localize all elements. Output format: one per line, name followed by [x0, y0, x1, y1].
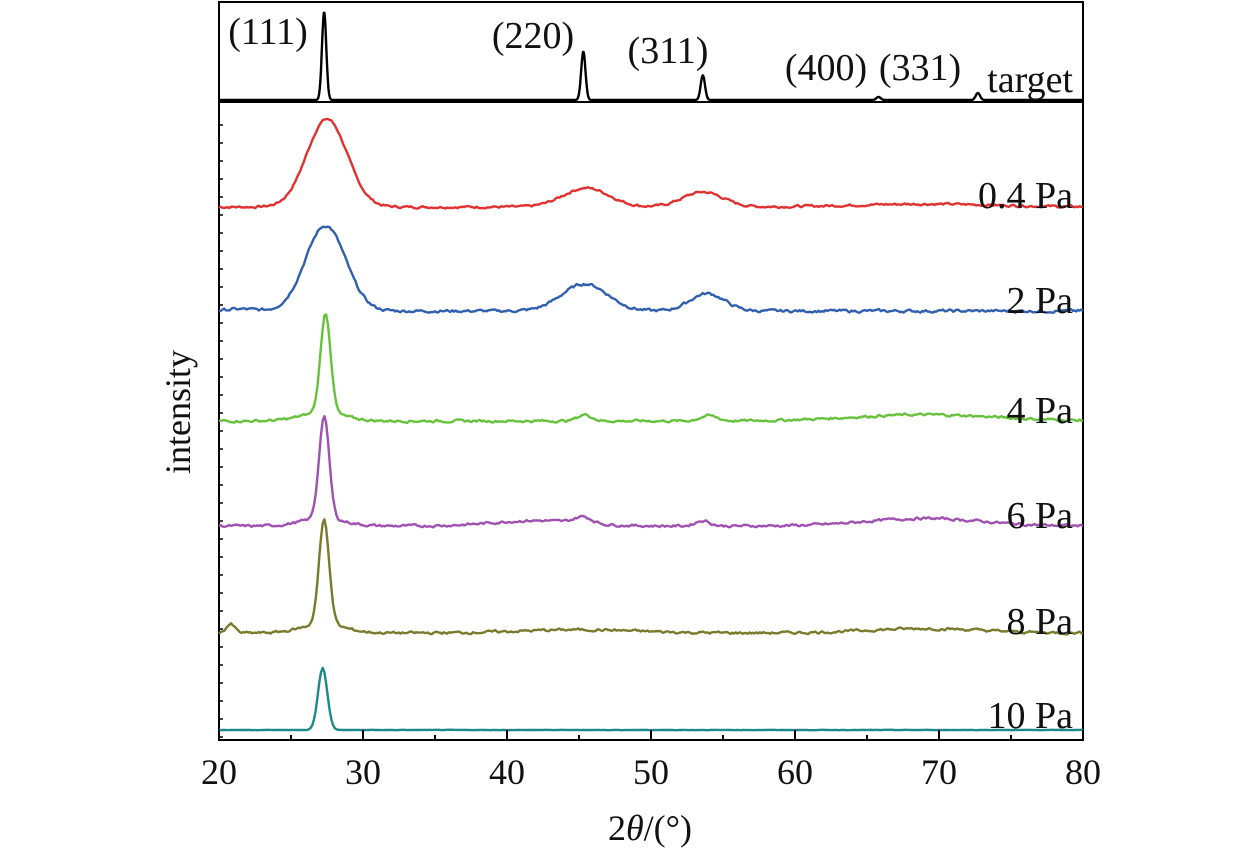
- series-layer: [218, 11, 1084, 732]
- peak-label: (400): [785, 47, 867, 89]
- x-tick-label: 40: [489, 752, 525, 792]
- peak-label: (111): [228, 11, 308, 53]
- series-line-3: [218, 313, 1084, 424]
- peak-label: (311): [628, 30, 709, 72]
- series-line-2: [219, 225, 1084, 314]
- x-tick-label: 50: [633, 752, 669, 792]
- peak-label: (220): [492, 15, 574, 57]
- series-line-0: [218, 11, 1084, 102]
- x-tick-label: 20: [201, 752, 237, 792]
- x-axis-label-symbol: θ: [626, 808, 644, 848]
- series-line-5: [218, 518, 1084, 636]
- peak-label: (331): [879, 47, 961, 89]
- series-label: 0.4 Pa: [978, 175, 1073, 217]
- series-label: 6 Pa: [1007, 495, 1074, 537]
- x-axis-label-prefix: 2: [608, 808, 626, 848]
- x-tick-label: 80: [1065, 752, 1101, 792]
- series-label: 4 Pa: [1007, 390, 1074, 432]
- series-label: 10 Pa: [988, 695, 1074, 737]
- series-line-4: [218, 414, 1084, 529]
- x-tick-label: 30: [345, 752, 381, 792]
- x-axis-label: 2θ/(°): [608, 808, 692, 848]
- series-line-1: [218, 117, 1084, 210]
- series-label: 8 Pa: [1007, 601, 1074, 643]
- x-axis-label-suffix: /(°): [644, 808, 692, 848]
- x-tick-label: 70: [921, 752, 957, 792]
- series-label: target: [987, 59, 1073, 101]
- series-label: 2 Pa: [1007, 280, 1074, 322]
- y-axis-label: intensity: [158, 350, 198, 474]
- x-tick-label: 60: [777, 752, 813, 792]
- ticks-layer: 20 30 40 50 60 70 80: [201, 124, 1101, 792]
- series-line-6: [218, 666, 1084, 732]
- labels-layer: target 0.4 Pa 2 Pa 4 Pa 6 Pa 8 Pa 10 Pa (111) (2…: [228, 11, 1073, 737]
